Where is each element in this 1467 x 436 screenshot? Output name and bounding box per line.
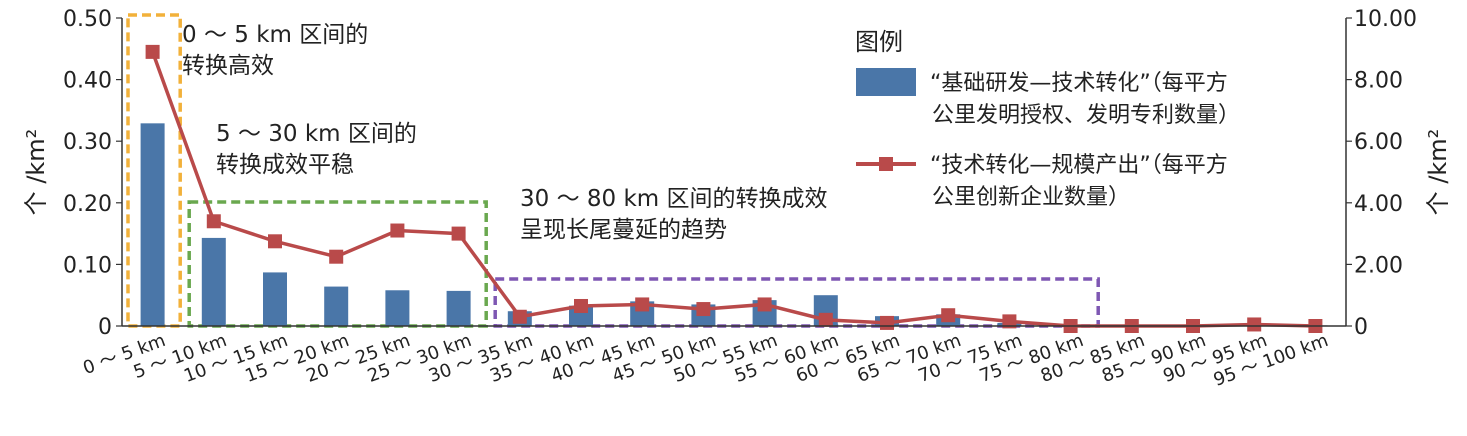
line-marker bbox=[329, 249, 344, 264]
bar bbox=[140, 123, 165, 326]
annotation-text: 转换高效 bbox=[182, 53, 274, 79]
left-axis-title: 个 /km² bbox=[22, 129, 50, 216]
line-marker bbox=[757, 297, 772, 312]
line-marker bbox=[451, 226, 466, 241]
right-tick-label: 6.00 bbox=[1354, 130, 1403, 155]
line-marker bbox=[145, 44, 160, 59]
annotation-box bbox=[187, 200, 488, 328]
left-tick-label: 0.20 bbox=[63, 192, 112, 217]
line-marker bbox=[390, 223, 405, 238]
annotation-text: 30 ～ 80 km 区间的转换成效 bbox=[520, 186, 828, 212]
line-marker bbox=[696, 302, 711, 317]
bar bbox=[201, 237, 226, 326]
annotation-text: 0 ～ 5 km 区间的 bbox=[182, 22, 368, 48]
bar bbox=[385, 290, 410, 326]
line-marker bbox=[512, 309, 527, 324]
bar bbox=[324, 286, 349, 326]
legend-label: “技术转化—规模产出”（每平方 bbox=[930, 153, 1228, 178]
line-marker bbox=[1247, 317, 1262, 332]
annotation-text: 转换成效平稳 bbox=[216, 152, 354, 178]
legend-line-marker bbox=[879, 157, 893, 171]
line-marker bbox=[1002, 314, 1017, 329]
line-marker bbox=[635, 297, 650, 312]
right-tick-label: 4.00 bbox=[1354, 192, 1403, 217]
line-marker bbox=[574, 298, 588, 313]
line-marker bbox=[206, 214, 221, 229]
line-marker bbox=[941, 308, 956, 323]
right-tick-label: 2.00 bbox=[1354, 253, 1403, 278]
right-tick-label: 8.00 bbox=[1354, 69, 1403, 94]
legend-label: “基础研发—技术转化”（每平方 bbox=[930, 71, 1228, 96]
annotation-boxes bbox=[126, 13, 1100, 328]
left-tick-label: 0.40 bbox=[63, 69, 112, 94]
left-tick-label: 0.50 bbox=[63, 7, 112, 32]
legend-label: 公里创新企业数量） bbox=[932, 185, 1130, 210]
left-tick-label: 0.30 bbox=[63, 130, 112, 155]
line-marker bbox=[268, 234, 282, 249]
legend-title: 图例 bbox=[855, 28, 903, 56]
bar bbox=[263, 272, 287, 326]
left-tick-label: 0.10 bbox=[63, 253, 112, 278]
right-tick-label: 0 bbox=[1354, 315, 1368, 340]
annotation-box bbox=[493, 277, 1100, 328]
right-tick-label: 10.00 bbox=[1354, 7, 1417, 32]
line-marker bbox=[880, 315, 894, 330]
left-tick-label: 0 bbox=[98, 315, 112, 340]
legend-bar-swatch bbox=[856, 68, 916, 96]
annotation-text: 呈现长尾蔓延的趋势 bbox=[520, 217, 727, 243]
legend-label: 公里发明授权、发明专利数量） bbox=[932, 103, 1240, 128]
bar bbox=[446, 290, 471, 326]
line-marker bbox=[818, 312, 833, 327]
right-axis-title: 个 /km² bbox=[1424, 129, 1452, 216]
annotation-text: 5 ～ 30 km 区间的 bbox=[216, 121, 417, 147]
